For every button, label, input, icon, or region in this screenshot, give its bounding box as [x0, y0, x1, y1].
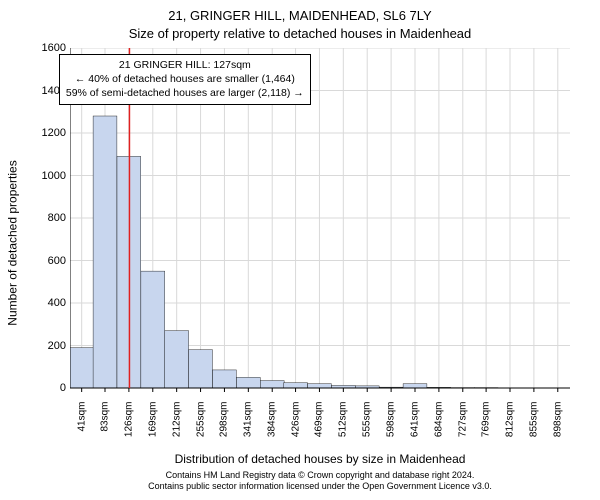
x-tick-label: 812sqm [505, 402, 516, 450]
x-tick-label: 555sqm [362, 402, 373, 450]
x-tick-label: 41sqm [76, 402, 87, 450]
x-tick-label: 169sqm [147, 402, 158, 450]
x-tick-label: 255sqm [195, 402, 206, 450]
x-tick-label: 384sqm [267, 402, 278, 450]
y-tick-label: 1200 [26, 127, 66, 139]
x-tick-label: 426sqm [290, 402, 301, 450]
footer-line-1: Contains HM Land Registry data © Crown c… [70, 470, 570, 481]
x-tick-label: 898sqm [552, 402, 563, 450]
x-tick-label: 469sqm [314, 402, 325, 450]
y-tick-label: 600 [26, 255, 66, 267]
info-line-3: 59% of semi-detached houses are larger (… [66, 86, 304, 100]
x-tick-label: 684sqm [433, 402, 444, 450]
page-address-title: 21, GRINGER HILL, MAIDENHEAD, SL6 7LY [0, 8, 600, 23]
histogram-chart [70, 48, 570, 438]
y-tick-label: 0 [26, 382, 66, 394]
x-tick-label: 512sqm [338, 402, 349, 450]
x-tick-label: 341sqm [243, 402, 254, 450]
x-tick-label: 769sqm [481, 402, 492, 450]
y-tick-label: 200 [26, 340, 66, 352]
x-tick-label: 298sqm [219, 402, 230, 450]
y-axis-label-container: Number of detached properties [4, 48, 22, 438]
x-tick-label: 126sqm [123, 402, 134, 450]
x-tick-label: 727sqm [457, 402, 468, 450]
x-axis-label: Distribution of detached houses by size … [70, 452, 570, 466]
y-tick-label: 400 [26, 297, 66, 309]
info-line-1: 21 GRINGER HILL: 127sqm [66, 58, 304, 72]
y-tick-label: 1000 [26, 170, 66, 182]
chart-title: Size of property relative to detached ho… [0, 26, 600, 41]
y-tick-label: 800 [26, 212, 66, 224]
x-tick-label: 598sqm [386, 402, 397, 450]
x-tick-label: 641sqm [410, 402, 421, 450]
y-axis-label: Number of detached properties [6, 160, 20, 325]
y-tick-label: 1600 [26, 42, 66, 54]
info-line-2: ← 40% of detached houses are smaller (1,… [66, 72, 304, 86]
x-tick-label: 212sqm [171, 402, 182, 450]
footer-line-2: Contains public sector information licen… [70, 481, 570, 492]
x-tick-label: 855sqm [528, 402, 539, 450]
property-info-box: 21 GRINGER HILL: 127sqm ← 40% of detache… [59, 54, 311, 105]
x-tick-label: 83sqm [100, 402, 111, 450]
attribution-footer: Contains HM Land Registry data © Crown c… [70, 470, 570, 492]
